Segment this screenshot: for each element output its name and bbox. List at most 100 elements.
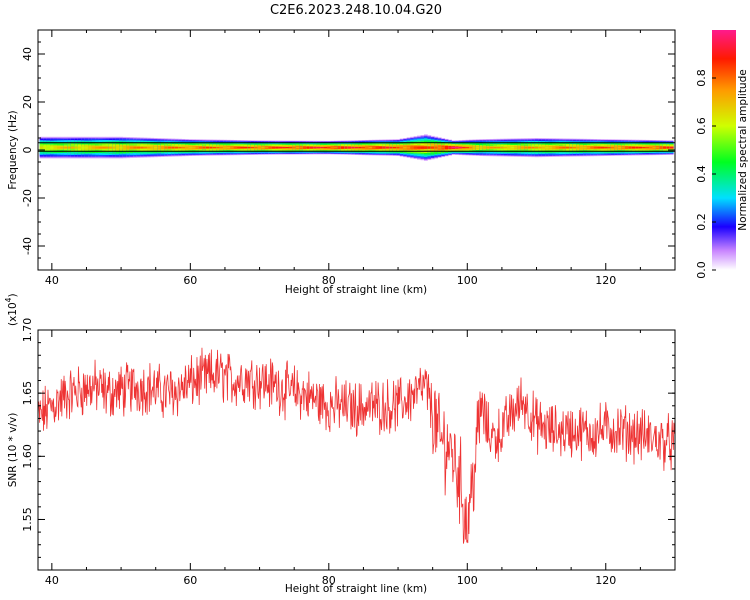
spectrogram-cell <box>226 146 231 149</box>
colorbar-label: Normalized spectral amplitude <box>737 69 749 230</box>
spectrogram-cell <box>559 146 563 149</box>
snr-y-multiplier-close: ) <box>7 293 19 297</box>
spectrogram-cell <box>635 146 639 149</box>
spectrogram-cell <box>136 146 141 149</box>
spectrogram-cell <box>379 146 383 149</box>
spectrogram-cell <box>167 146 172 149</box>
spectrogram-cell <box>313 146 317 149</box>
spectrogram-cell <box>237 146 241 149</box>
spectrogram-cell <box>261 146 266 149</box>
spectrogram-cell <box>455 146 459 149</box>
spectrogram-cell <box>219 146 224 149</box>
spectrogram-cell <box>420 146 425 149</box>
spectrogram-cell <box>63 146 68 149</box>
spectrogram-cell <box>424 146 428 149</box>
spectrogram-cell <box>181 146 186 149</box>
spectrogram-cell <box>254 146 259 149</box>
spectrogram-cell <box>624 146 629 149</box>
colorbar-tick-label: 0.6 <box>695 117 708 135</box>
x-tick-label: 80 <box>322 274 336 287</box>
spectrogram-cell <box>583 146 588 149</box>
spectrogram-cell <box>288 146 293 149</box>
spectrogram-cell <box>209 146 214 149</box>
spectrogram-cell <box>451 146 456 149</box>
spectrogram-cell <box>576 146 581 149</box>
spectrogram-cell <box>140 146 144 149</box>
spectrogram-cell <box>205 146 210 149</box>
spectrogram-cell <box>444 146 449 149</box>
spectrogram-cell <box>344 146 349 149</box>
spectrogram-cell <box>417 146 421 149</box>
spectrogram-cell <box>614 146 619 149</box>
spectrogram-cell <box>129 146 134 149</box>
spectrogram-cell <box>157 146 162 149</box>
spectrogram-cell <box>482 146 487 149</box>
spectrogram-cell <box>264 146 269 149</box>
spectrogram-cell <box>520 146 525 149</box>
colorbar-tick-label: 0.4 <box>695 165 708 183</box>
x-tick-label: 40 <box>45 574 59 587</box>
spectrogram-cell <box>198 146 203 149</box>
spectrogram-cell <box>597 146 601 149</box>
spectrogram-cell <box>330 146 335 149</box>
spectrogram-cell <box>569 146 574 149</box>
snr-y-multiplier: (x104) <box>4 293 19 326</box>
spectrogram-cell <box>586 146 591 149</box>
x-tick-label: 80 <box>322 574 336 587</box>
x-tick-label: 60 <box>183 574 197 587</box>
colorbar: 0.0 0.2 0.4 0.6 0.8 Normalized spectral ampl… <box>695 30 749 279</box>
spectrogram-cell <box>441 146 446 149</box>
spectrogram-cell <box>652 146 657 149</box>
spectrogram-cell <box>531 146 536 149</box>
spectrogram-cell <box>299 146 304 149</box>
spectrogram-cell <box>572 146 577 149</box>
spectrogram-cell <box>147 146 151 149</box>
spectrogram-cell <box>108 146 113 149</box>
snr-y-label: SNR (10 * v/v) <box>7 413 19 488</box>
spectrogram-cell <box>534 146 539 149</box>
spectrogram-cell <box>365 146 369 149</box>
spectrogram-cell <box>98 146 103 149</box>
spectrogram-cell <box>562 146 567 149</box>
spectrogram-cell <box>552 146 556 149</box>
spectrogram-cell <box>610 146 615 149</box>
spectrogram-cell <box>233 146 238 149</box>
spectrogram-cell <box>375 146 380 149</box>
y-tick-label: 0 <box>21 147 34 154</box>
spectrogram-cell <box>645 146 650 149</box>
spectrogram-cell <box>604 146 608 149</box>
spectrogram-cell <box>607 146 612 149</box>
spectrogram-cell <box>493 146 498 149</box>
spectrogram-cell <box>250 146 255 149</box>
spectrogram-cell <box>472 146 477 149</box>
spectrogram-cell <box>392 146 397 149</box>
colorbar-ticks: 0.0 0.2 0.4 0.6 0.8 <box>695 69 716 279</box>
spectrogram-cell <box>565 146 570 149</box>
spectrogram-cell <box>212 146 217 149</box>
spectrogram-cell <box>153 146 158 149</box>
spectrogram-cell <box>385 146 390 149</box>
spectrogram-cell <box>496 146 501 149</box>
spectrogram-cell <box>500 146 504 149</box>
spectrogram-cell <box>489 146 494 149</box>
spectrogram-cell <box>43 146 47 149</box>
spectrogram-cell <box>70 146 75 149</box>
spectrogram-cell <box>268 146 272 149</box>
spectrogram-cell <box>590 146 594 149</box>
spectrogram-cell <box>81 146 86 149</box>
spectrogram-cell <box>479 146 484 149</box>
spectrogram-cell <box>334 146 338 149</box>
spectrogram-cell <box>230 146 234 149</box>
spectrogram-cell <box>347 146 352 149</box>
spectrogram-cell <box>257 146 262 149</box>
spectrogram-cell <box>361 146 366 149</box>
spectrogram-cell <box>469 146 473 149</box>
spectrogram-cell <box>430 146 435 149</box>
spectrogram-cell <box>427 146 432 149</box>
spectrogram-cell <box>164 146 169 149</box>
spectrogram-cell <box>115 146 120 149</box>
spectrogram-cell <box>510 146 515 149</box>
spectrogram-cell <box>340 146 345 149</box>
spectrogram-cell <box>306 146 311 149</box>
